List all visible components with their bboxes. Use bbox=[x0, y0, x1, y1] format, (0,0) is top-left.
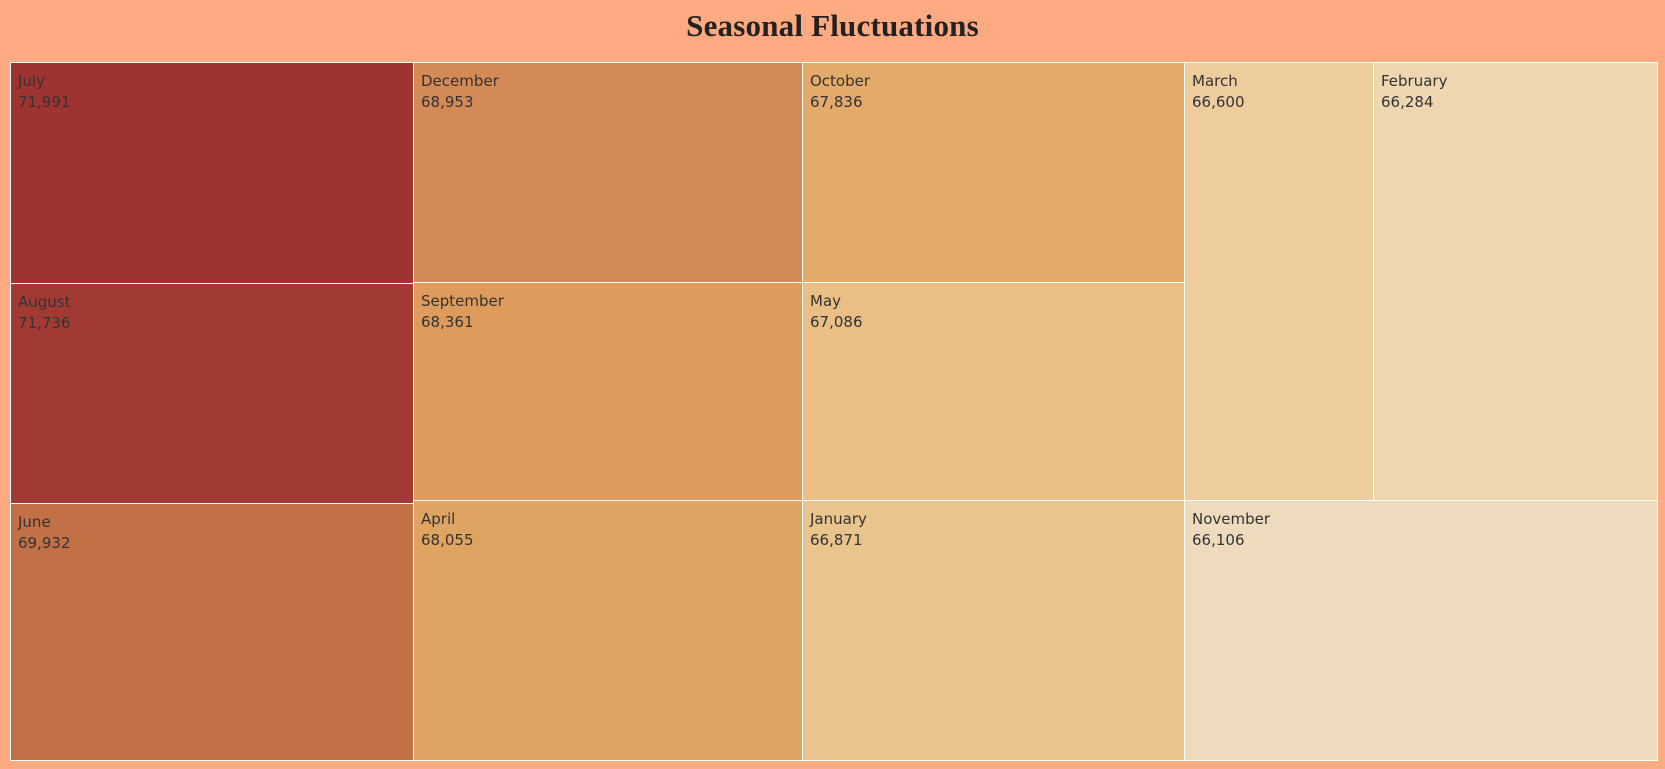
tile-label: May bbox=[810, 292, 842, 310]
tile-value: 68,055 bbox=[421, 531, 474, 549]
treemap-tile-july[interactable]: July 71,991 bbox=[10, 62, 414, 284]
tile-value: 67,836 bbox=[810, 93, 863, 111]
treemap: July 71,991 August 71,736 June 69,932 December… bbox=[10, 62, 1658, 761]
treemap-tile-february[interactable]: February 66,284 bbox=[1373, 62, 1658, 501]
tile-label: November bbox=[1192, 510, 1271, 528]
tile-label: March bbox=[1192, 72, 1238, 90]
treemap-tile-january[interactable]: January 66,871 bbox=[802, 500, 1185, 761]
tile-value: 71,991 bbox=[18, 93, 71, 111]
tile-label: February bbox=[1381, 72, 1448, 90]
tile-value: 66,284 bbox=[1381, 93, 1434, 111]
tile-value: 68,953 bbox=[421, 93, 474, 111]
tile-label: July bbox=[18, 72, 45, 90]
tile-label: December bbox=[421, 72, 499, 90]
chart-title: Seasonal Fluctuations bbox=[686, 8, 979, 43]
treemap-tile-may[interactable]: May 67,086 bbox=[802, 282, 1185, 501]
tile-value: 66,106 bbox=[1192, 531, 1245, 549]
treemap-tile-june[interactable]: June 69,932 bbox=[10, 503, 414, 761]
tile-label: June bbox=[18, 513, 51, 531]
tile-value: 67,086 bbox=[810, 313, 863, 331]
tile-label: October bbox=[810, 72, 871, 90]
tile-value: 66,600 bbox=[1192, 93, 1245, 111]
tile-label: August bbox=[18, 293, 71, 311]
tile-value: 66,871 bbox=[810, 531, 863, 549]
treemap-tile-april[interactable]: April 68,055 bbox=[413, 500, 803, 761]
tile-value: 69,932 bbox=[18, 534, 71, 552]
treemap-tile-september[interactable]: September 68,361 bbox=[413, 282, 803, 501]
treemap-tile-august[interactable]: August 71,736 bbox=[10, 283, 414, 504]
tile-label: September bbox=[421, 292, 504, 310]
treemap-tile-december[interactable]: December 68,953 bbox=[413, 62, 803, 283]
treemap-tile-march[interactable]: March 66,600 bbox=[1184, 62, 1374, 501]
tile-value: 71,736 bbox=[18, 314, 71, 332]
treemap-tile-november[interactable]: November 66,106 bbox=[1184, 500, 1658, 761]
tile-label: April bbox=[421, 510, 456, 528]
treemap-tile-october[interactable]: October 67,836 bbox=[802, 62, 1185, 283]
tile-value: 68,361 bbox=[421, 313, 474, 331]
tile-label: January bbox=[810, 510, 867, 528]
